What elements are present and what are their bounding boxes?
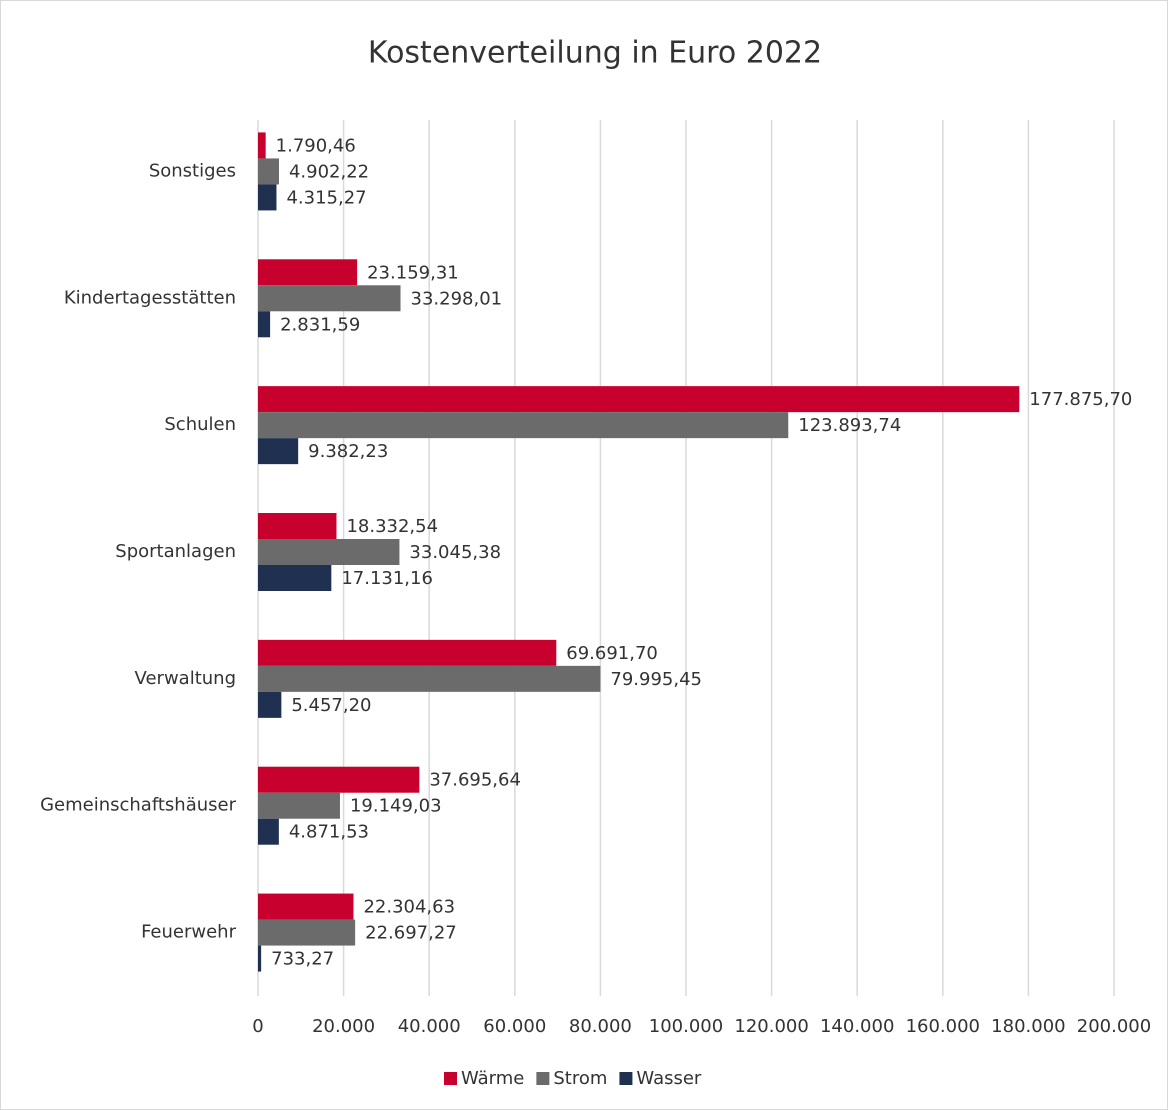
x-tick-label: 0 [252,1016,263,1037]
x-tick-label: 20.000 [312,1016,375,1037]
legend-label: Wärme [461,1068,524,1089]
x-tick-label: 140.000 [820,1016,894,1037]
data-label: 123.893,74 [798,415,901,436]
bar [258,259,358,286]
data-label: 2.831,59 [280,314,360,335]
data-label: 79.995,45 [610,669,702,690]
data-label: 4.902,22 [289,161,369,182]
data-label: 23.159,31 [367,262,459,283]
data-label: 17.131,16 [341,568,433,589]
bar [258,184,277,211]
y-tick-label: Schulen [164,414,236,435]
y-tick-label: Verwaltung [135,668,236,689]
x-tick-label: 200.000 [1077,1016,1151,1037]
data-label: 33.045,38 [409,542,501,563]
bar [258,565,332,591]
bar [258,665,601,692]
data-label: 5.457,20 [291,695,371,716]
data-label: 1.790,46 [276,135,356,156]
bar [258,893,354,920]
bar [258,818,279,845]
bar [258,386,1020,413]
legend-label: Strom [553,1068,607,1089]
y-tick-label: Gemeinschaftshäuser [40,795,237,816]
legend-swatch [536,1072,550,1085]
bar [258,691,282,718]
data-label: 4.315,27 [286,187,366,208]
x-tick-label: 100.000 [649,1016,723,1037]
bar [258,285,401,312]
data-label: 33.298,01 [411,288,503,309]
bar [258,311,271,338]
bar [258,513,337,539]
data-label: 177.875,70 [1029,389,1132,410]
bar [258,919,356,946]
chart-title: Kostenverteilung in Euro 2022 [368,36,822,71]
data-label: 18.332,54 [346,516,438,537]
x-tick-label: 180.000 [991,1016,1065,1037]
x-tick-label: 40.000 [398,1016,461,1037]
data-label: 69.691,70 [566,643,658,664]
x-tick-label: 60.000 [483,1016,546,1037]
data-label: 4.871,53 [289,822,369,843]
data-label: 19.149,03 [350,796,442,817]
y-tick-label: Kindertagesstätten [64,287,236,308]
data-label: 22.697,27 [365,923,457,944]
bar [258,132,266,159]
bar [258,438,299,465]
x-tick-label: 120.000 [734,1016,808,1037]
bar [258,639,557,666]
data-label: 22.304,63 [363,897,455,918]
bar [258,766,420,793]
bar [258,539,400,565]
y-tick-label: Sonstiges [149,160,236,181]
bar [258,945,262,972]
legend-label: Wasser [636,1068,702,1089]
legend-swatch [619,1072,633,1085]
data-label: 37.695,64 [429,770,521,791]
data-label: 9.382,23 [308,441,388,462]
x-tick-label: 160.000 [906,1016,980,1037]
y-tick-label: Feuerwehr [141,922,237,943]
bar [258,158,279,185]
bar [258,792,340,819]
data-label: 733,27 [271,949,334,970]
x-tick-label: 80.000 [569,1016,632,1037]
y-tick-label: Sportanlagen [115,541,236,562]
bar [258,412,789,439]
legend-swatch [444,1072,457,1085]
